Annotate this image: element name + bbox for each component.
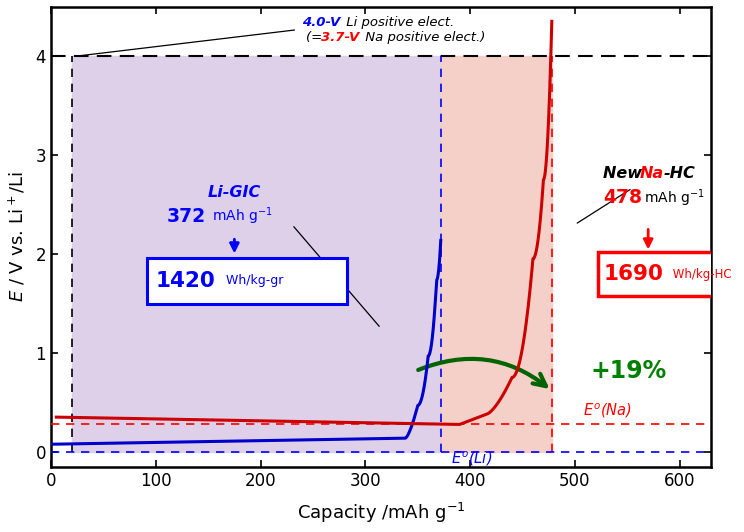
Text: Na positive elect.): Na positive elect.)	[361, 31, 486, 44]
Text: $E^o$(Na): $E^o$(Na)	[583, 402, 632, 420]
Text: 1690: 1690	[603, 264, 663, 284]
FancyBboxPatch shape	[147, 258, 347, 304]
Text: Wh/kg-HC: Wh/kg-HC	[669, 268, 732, 280]
Text: Li-GIC: Li-GIC	[208, 186, 261, 201]
Text: 372: 372	[167, 207, 206, 226]
Text: Na: Na	[640, 165, 664, 181]
Text: mAh g$^{-1}$: mAh g$^{-1}$	[208, 206, 273, 228]
Text: -HC: -HC	[664, 165, 696, 181]
Text: $E^o$(Li): $E^o$(Li)	[452, 450, 493, 468]
Text: (=: (=	[306, 31, 326, 44]
Text: mAh g$^{-1}$: mAh g$^{-1}$	[640, 187, 705, 209]
Text: Wh/kg-gr: Wh/kg-gr	[222, 275, 283, 287]
Text: 478: 478	[603, 188, 642, 207]
Text: +19%: +19%	[591, 359, 667, 383]
Text: New: New	[603, 165, 648, 181]
Text: 1420: 1420	[155, 271, 216, 291]
Text: 4.0-V: 4.0-V	[303, 16, 341, 29]
Text: 3.7-V: 3.7-V	[321, 31, 359, 44]
Y-axis label: $E$ / V vs. Li$^+$/Li: $E$ / V vs. Li$^+$/Li	[7, 171, 28, 303]
FancyBboxPatch shape	[598, 252, 744, 296]
Text: Li positive elect.: Li positive elect.	[342, 16, 455, 29]
X-axis label: Capacity /mAh g$^{-1}$: Capacity /mAh g$^{-1}$	[297, 501, 465, 525]
